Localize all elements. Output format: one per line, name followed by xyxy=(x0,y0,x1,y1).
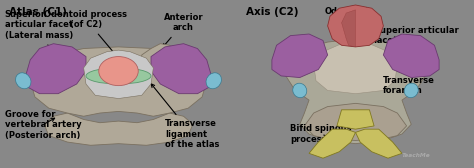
Text: TeachMe: TeachMe xyxy=(402,153,431,158)
Ellipse shape xyxy=(99,57,138,86)
Ellipse shape xyxy=(86,68,151,84)
Text: Groove for
vertebral artery
(Posterior arch): Groove for vertebral artery (Posterior a… xyxy=(5,110,82,140)
Polygon shape xyxy=(337,110,374,129)
Polygon shape xyxy=(272,34,328,78)
Text: Transverse
ligament
of the atlas: Transverse ligament of the atlas xyxy=(151,84,219,149)
Polygon shape xyxy=(383,34,439,78)
Polygon shape xyxy=(309,129,356,158)
Polygon shape xyxy=(30,47,207,116)
Text: Anterior
arch: Anterior arch xyxy=(163,13,203,47)
Polygon shape xyxy=(342,10,356,47)
Polygon shape xyxy=(151,44,211,94)
Text: Axis (C2): Axis (C2) xyxy=(246,7,299,17)
Polygon shape xyxy=(356,129,402,158)
Polygon shape xyxy=(314,42,397,94)
Polygon shape xyxy=(304,103,407,140)
Text: Superior articular
facet: Superior articular facet xyxy=(374,26,459,51)
Text: Series: Series xyxy=(439,153,457,158)
Text: Transverse
foramen: Transverse foramen xyxy=(383,76,435,95)
Polygon shape xyxy=(328,5,383,47)
Text: Odontoid process
(of C2): Odontoid process (of C2) xyxy=(45,10,128,55)
Polygon shape xyxy=(142,44,183,66)
Polygon shape xyxy=(26,44,86,94)
Polygon shape xyxy=(83,50,153,98)
Text: Bifid spinous
process: Bifid spinous process xyxy=(291,124,352,144)
Polygon shape xyxy=(286,39,425,144)
Ellipse shape xyxy=(16,73,31,89)
Ellipse shape xyxy=(404,83,418,98)
Text: Superior
articular facet
(Lateral mass): Superior articular facet (Lateral mass) xyxy=(5,10,73,64)
Text: Atlas (C1): Atlas (C1) xyxy=(9,7,67,17)
Ellipse shape xyxy=(206,73,221,89)
Polygon shape xyxy=(44,113,193,145)
Ellipse shape xyxy=(293,83,307,98)
Text: Odontoid
process: Odontoid process xyxy=(324,7,368,26)
